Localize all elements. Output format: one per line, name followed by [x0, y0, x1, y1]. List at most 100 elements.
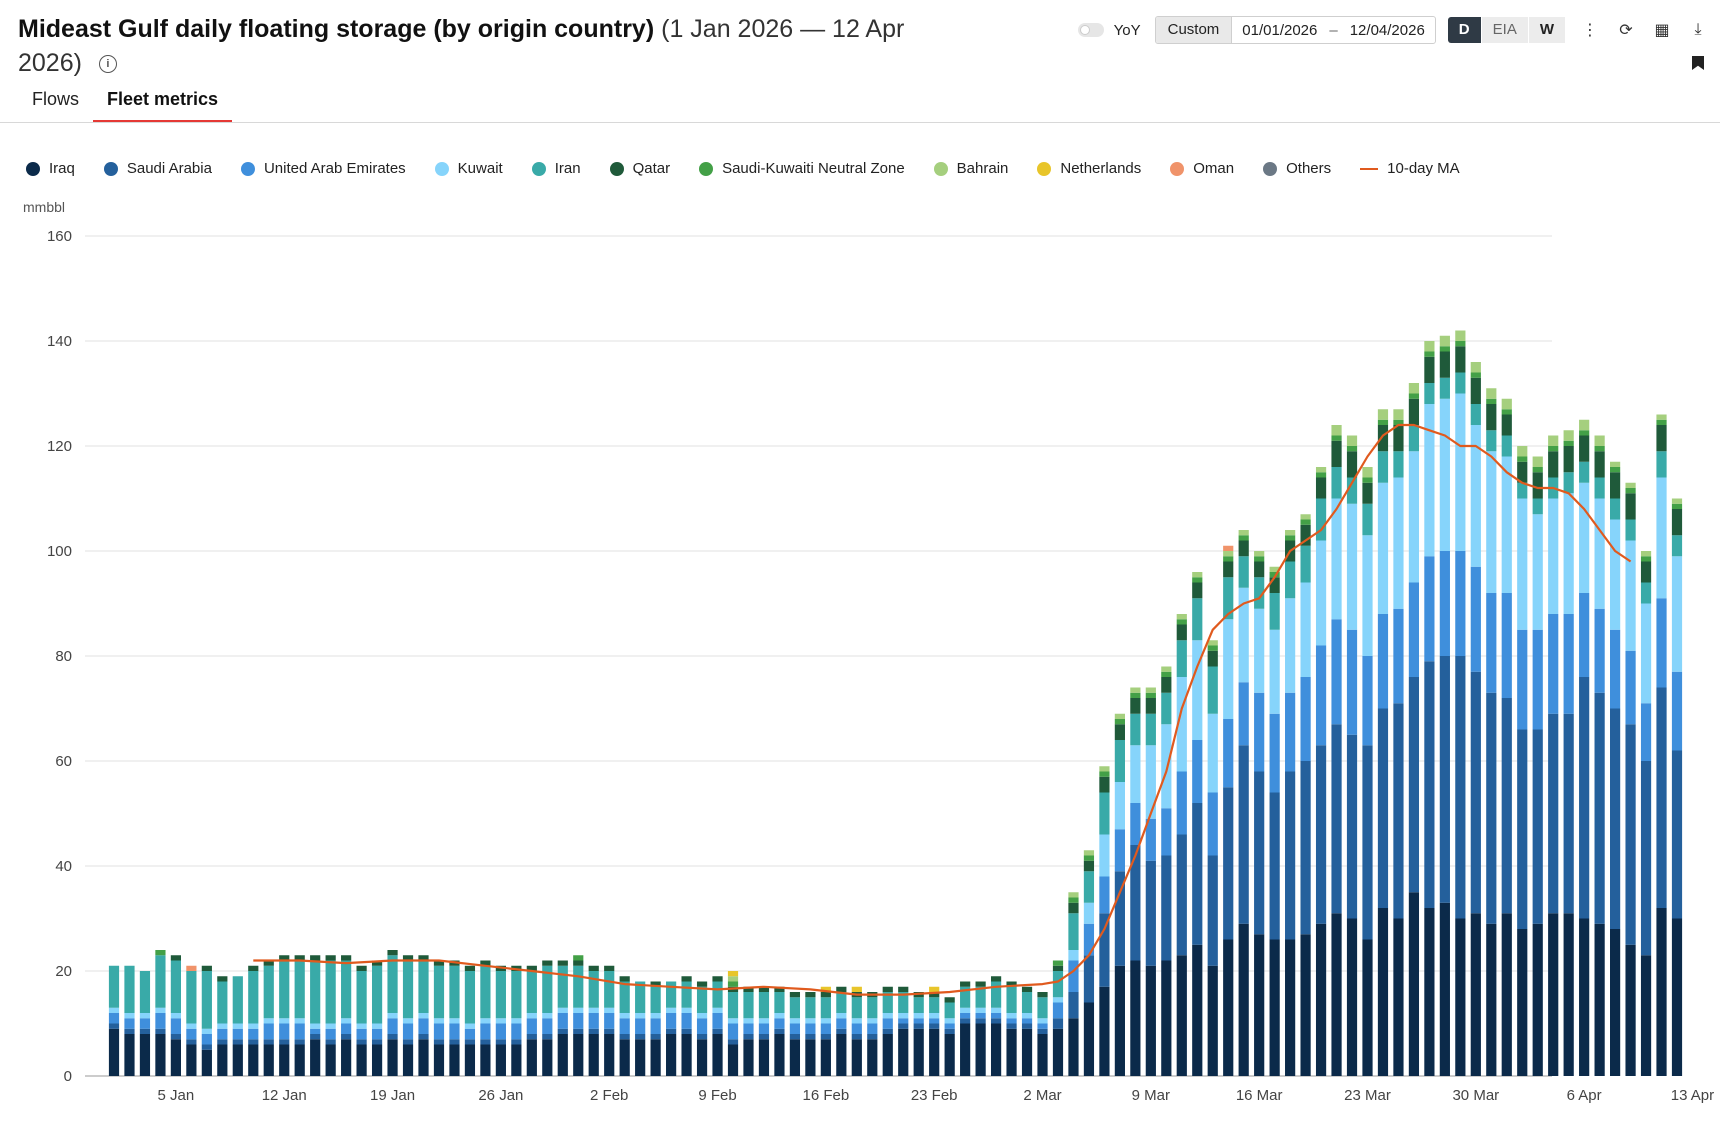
legend-label: United Arab Emirates — [263, 160, 406, 177]
bar-segment — [573, 955, 584, 961]
bar-segment — [1223, 577, 1234, 620]
bar-segment — [681, 1013, 692, 1029]
info-icon[interactable]: i — [98, 55, 117, 74]
chart-legend: Iraq Saudi Arabia United Arab Emirates Kuwa… — [26, 160, 1489, 177]
bar-segment — [588, 1007, 599, 1013]
bar-segment — [1269, 577, 1280, 593]
bar-segment — [635, 1013, 646, 1019]
legend-item-oman[interactable]: Oman — [1170, 160, 1234, 177]
bar-segment — [341, 1018, 352, 1024]
bar-segment — [139, 1028, 151, 1034]
bar-segment — [108, 1023, 120, 1029]
bar-segment — [944, 997, 955, 1003]
bar-segment — [1238, 530, 1249, 536]
bar-segment — [1594, 435, 1605, 446]
bar-segment — [712, 1028, 723, 1034]
bar-segment — [588, 1034, 599, 1076]
bar-segment — [1285, 598, 1296, 693]
legend-item-10-day-ma[interactable]: 10-day MA — [1360, 160, 1460, 177]
bar-segment — [433, 1039, 445, 1045]
bar-segment — [604, 1028, 615, 1034]
bar-segment — [170, 1013, 181, 1019]
bar-segment — [1207, 855, 1218, 966]
bar-segment — [294, 955, 305, 961]
legend-item-iraq[interactable]: Iraq — [26, 160, 75, 177]
bar-segment — [1579, 461, 1590, 483]
bar-segment — [108, 1013, 120, 1024]
bar-segment — [108, 965, 120, 1008]
date-from-field[interactable]: 01/01/2026 — [1242, 21, 1318, 39]
bar-segment — [1161, 692, 1172, 725]
legend-item-saudi-kuwaiti-neutral-zone[interactable]: Saudi-Kuwaiti Neutral Zone — [699, 160, 905, 177]
bar-segment — [774, 1013, 785, 1019]
bar-segment — [1021, 1028, 1033, 1076]
bar-segment — [201, 1034, 212, 1045]
bar-segment — [1610, 467, 1621, 473]
tab-flows[interactable]: Flows — [32, 89, 80, 109]
bar-segment — [155, 1034, 166, 1076]
bar-segment — [1501, 414, 1512, 436]
yoy-toggle[interactable] — [1077, 23, 1104, 37]
legend-item-bahrain[interactable]: Bahrain — [933, 160, 1008, 177]
refresh-icon[interactable]: ⟳ — [1619, 22, 1633, 39]
bar-segment — [1579, 482, 1590, 593]
bar-segment — [1455, 330, 1466, 341]
bar-segment — [1145, 713, 1156, 746]
x-tick-label: 23 Mar — [1344, 1087, 1391, 1104]
bar-segment — [975, 1013, 986, 1019]
legend-item-kuwait[interactable]: Kuwait — [434, 160, 503, 177]
bar-segment — [263, 1023, 274, 1040]
period-eia-button[interactable]: EIA — [1481, 17, 1529, 43]
tab-fleet-metrics[interactable]: Fleet metrics — [93, 85, 233, 123]
bar-segment — [1300, 514, 1311, 520]
bar-segment — [1331, 619, 1342, 725]
bar-segment — [263, 1018, 274, 1024]
legend-item-saudi-arabia[interactable]: Saudi Arabia — [103, 160, 212, 177]
bar-segment — [1548, 614, 1559, 714]
bar-segment — [279, 960, 290, 1019]
more-options-icon[interactable]: ⋮ — [1582, 22, 1598, 39]
x-tick-label: 13 Apr — [1671, 1087, 1714, 1104]
date-to-field[interactable]: 12/04/2026 — [1349, 21, 1425, 39]
bar-segment — [1625, 650, 1636, 725]
bar-segment — [1300, 582, 1311, 677]
bar-segment — [449, 965, 460, 1019]
bar-segment — [371, 1044, 383, 1076]
bar-segment — [1145, 687, 1156, 693]
bar-segment — [1610, 519, 1621, 630]
legend-item-others[interactable]: Others — [1263, 160, 1331, 177]
bar-segment — [1393, 419, 1404, 425]
legend-item-iran[interactable]: Iran — [531, 160, 581, 177]
bar-segment — [186, 965, 197, 971]
bar-segment — [1331, 467, 1342, 499]
bar-segment — [1052, 1028, 1064, 1076]
bar-segment — [960, 1023, 971, 1076]
y-tick-label: 60 — [55, 753, 72, 770]
legend-item-united-arab-emirates[interactable]: United Arab Emirates — [240, 160, 406, 177]
date-range-picker[interactable]: Custom 01/01/2026 – 12/04/2026 — [1154, 16, 1436, 44]
bar-segment — [712, 1034, 723, 1076]
grid-view-icon[interactable]: ▦ — [1654, 22, 1670, 39]
legend-item-qatar[interactable]: Qatar — [609, 160, 670, 177]
bar-segment — [232, 976, 243, 1024]
x-tick-label: 6 Apr — [1567, 1087, 1602, 1104]
legend-item-netherlands[interactable]: Netherlands — [1037, 160, 1141, 177]
download-icon[interactable]: ⤓ — [1694, 21, 1702, 38]
bar-segment — [681, 1028, 692, 1034]
bar-segment — [758, 1018, 770, 1024]
bar-segment — [279, 955, 290, 961]
period-weekly-button[interactable]: W — [1528, 17, 1566, 43]
bar-segment — [588, 1013, 599, 1029]
bar-segment — [1640, 582, 1652, 604]
bookmark-icon[interactable] — [1692, 56, 1704, 70]
bar-segment — [1083, 860, 1095, 872]
bar-segment — [387, 1039, 398, 1076]
custom-range-button[interactable]: Custom — [1155, 17, 1233, 43]
bar-segment — [1563, 446, 1574, 473]
legend-dot-marker — [933, 161, 948, 176]
period-daily-button[interactable]: D — [1447, 17, 1482, 43]
bar-segment — [1362, 656, 1373, 746]
bar-segment — [155, 955, 166, 1008]
bar-segment — [1470, 671, 1481, 914]
bar-segment — [820, 986, 831, 992]
